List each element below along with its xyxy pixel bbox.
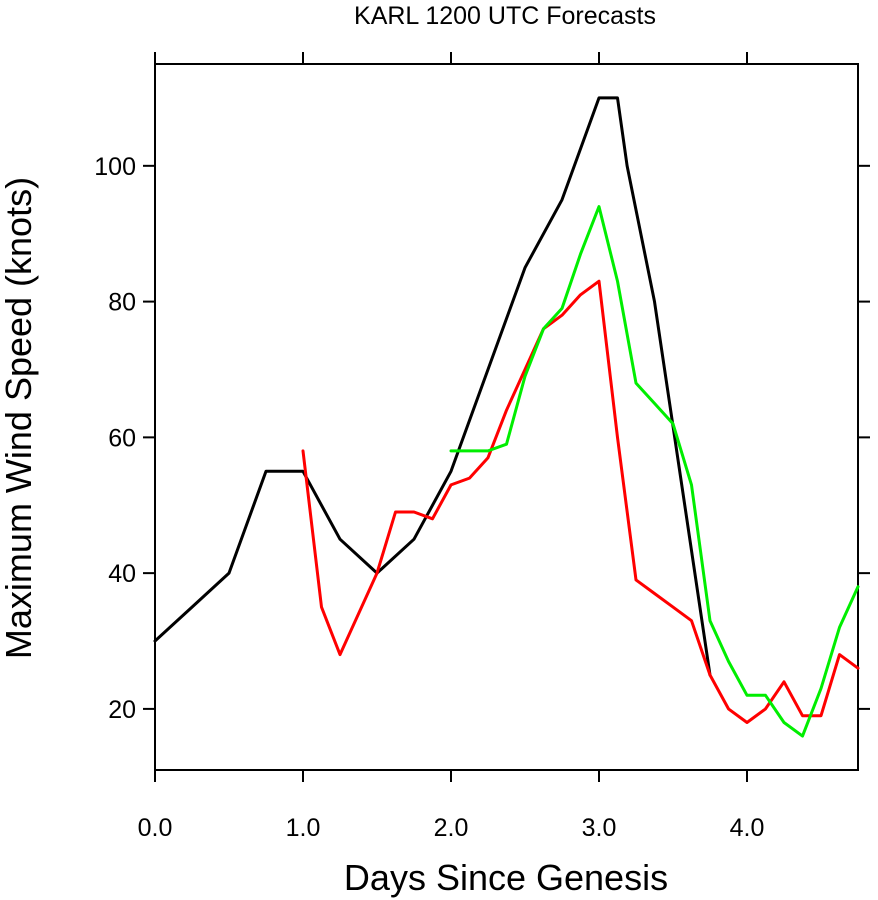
x-tick-label: 4.0 bbox=[730, 814, 765, 842]
y-tick-label: 100 bbox=[94, 153, 136, 181]
chart-title: KARL 1200 UTC Forecasts bbox=[354, 2, 656, 30]
y-axis-label: Maximum Wind Speed (knots) bbox=[0, 177, 39, 659]
x-tick-label: 2.0 bbox=[434, 814, 469, 842]
series-line-2 bbox=[301, 279, 860, 724]
y-tick-label: 60 bbox=[108, 424, 136, 452]
x-tick-label: 0.0 bbox=[138, 814, 173, 842]
y-tick-label: 20 bbox=[108, 696, 136, 724]
plot-frame bbox=[154, 63, 859, 771]
x-tick-label: 3.0 bbox=[582, 814, 617, 842]
series-line-3 bbox=[449, 205, 860, 738]
y-tick-label: 80 bbox=[108, 289, 136, 317]
y-tick-label: 40 bbox=[108, 560, 136, 588]
x-axis-label: Days Since Genesis bbox=[344, 857, 668, 898]
series-group bbox=[153, 96, 860, 738]
x-ticks-group: 0.0 1.0 2.0 3.0 4.0 bbox=[138, 52, 765, 842]
x-tick-label: 1.0 bbox=[286, 814, 321, 842]
series-line-1 bbox=[153, 96, 712, 677]
y-ticks-group: 20 40 60 80 100 bbox=[94, 153, 870, 724]
